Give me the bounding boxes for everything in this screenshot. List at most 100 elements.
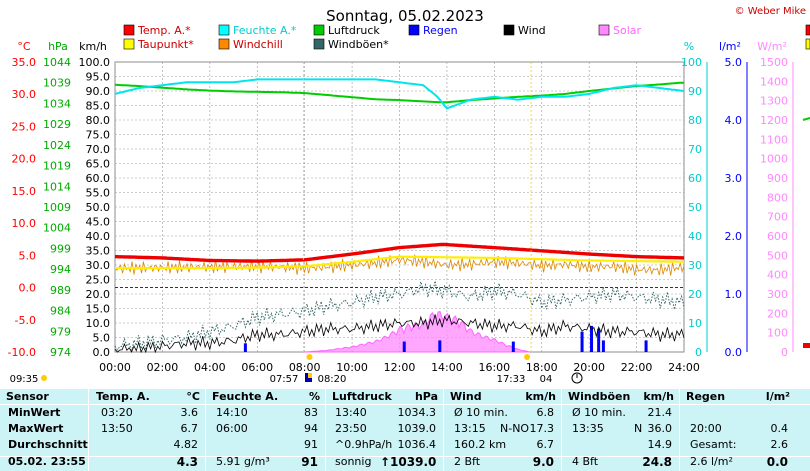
solar-axis-tick: 1000 [760, 153, 788, 166]
wind-axis-tick: 90.0 [86, 85, 111, 98]
solar-axis-tick: 300 [767, 288, 788, 301]
stats-cell: sonnig [335, 455, 372, 468]
stats-cell: 6.7 [536, 438, 555, 451]
stats-cell: 160.2 km [454, 438, 507, 451]
stats-cell: 2.6 l/m² [690, 455, 733, 468]
stats-cell: 23:50 [335, 422, 367, 435]
stats-cell: 0.4 [770, 422, 789, 435]
stats-cell: hPa [414, 390, 438, 403]
pressure-axis-tick: 1024 [43, 139, 71, 152]
stats-cell: Luftdruck [332, 390, 392, 403]
wind-axis-tick: 85.0 [86, 100, 111, 113]
stats-cell: 3.6 [180, 406, 199, 419]
legend-label: Feuchte A.* [233, 24, 297, 37]
humidity-axis-tick: 30 [688, 259, 702, 272]
stats-cell: MaxWert [8, 422, 64, 435]
temp-axis-tick: 0.0 [19, 282, 37, 295]
stats-cell: Ø 10 min. [572, 406, 626, 419]
legend-label: Luftdruck [328, 24, 380, 37]
legend-swatch [123, 38, 135, 50]
rain-axis-tick: 1.0 [725, 288, 743, 301]
sunrise-time: 07:57 [270, 374, 299, 385]
wind-axis-tick: 75.0 [86, 129, 111, 142]
stats-cell: Temp. A. [96, 390, 150, 403]
stats-cell: 1036.4 [397, 438, 437, 451]
wind-axis-tick: 100.0 [79, 56, 111, 69]
stats-cell: 05.02. 23:55 [8, 455, 86, 468]
stats-cell: 03:20 [101, 406, 133, 419]
solar-axis-tick: 1400 [760, 75, 788, 88]
wind-axis-tick: 30.0 [86, 259, 111, 272]
solar-axis-tick: 600 [767, 230, 788, 243]
pressure-axis-tick: 1014 [43, 180, 71, 193]
temperature-series [114, 242, 685, 263]
edge-pressure [802, 117, 810, 121]
wind-axis-tick: 20.0 [86, 288, 111, 301]
stats-cell: 4.82 [173, 438, 199, 451]
legend-label: Taupunkt* [137, 38, 194, 51]
x-axis-tick: 16:00 [478, 361, 510, 374]
stats-cell: ^0.9hPa/h [335, 438, 393, 451]
stats-cell: 1034.3 [397, 406, 437, 419]
solar-axis-tick: 1100 [760, 133, 788, 146]
legend-swatch [805, 38, 810, 50]
legend-label: Wind [518, 24, 546, 37]
humidity-axis-tick: 0 [695, 346, 702, 359]
rain-bar [580, 331, 584, 352]
solar-axis-tick: 100 [767, 327, 788, 340]
temp-axis-tick: 20.0 [12, 153, 37, 166]
wind-axis-tick: 50.0 [86, 201, 111, 214]
time-left-label: 09:35 [10, 374, 39, 385]
legend-swatch [218, 24, 230, 36]
solar-axis-tick: 1500 [760, 56, 788, 69]
temp-axis-tick: -5.0 [15, 314, 36, 327]
stats-cell: 94 [304, 422, 318, 435]
temp-axis-tick: -10.0 [8, 346, 36, 359]
rain-bar [590, 325, 594, 352]
stats-cell: l/m² [765, 390, 790, 403]
rain-bar [402, 341, 406, 352]
stats-cell: 36.0 [647, 422, 673, 435]
moon-icon-part [308, 373, 312, 378]
rain-bar [644, 340, 648, 352]
stats-cell: 21.4 [647, 406, 673, 419]
stats-cell: 14.9 [647, 438, 673, 451]
stats-cell: Ø 10 min. [454, 406, 508, 419]
gust-series [114, 280, 685, 352]
x-axis-tick: 10:00 [336, 361, 368, 374]
sunset-time: 17:33 [497, 374, 526, 385]
wind-axis-tick: 5.0 [93, 332, 111, 345]
copyright-text: © Weber Mike [735, 6, 806, 17]
solar-axis-tick: 800 [767, 191, 788, 204]
chart-title: Sonntag, 05.02.2023 [326, 7, 484, 25]
wind-axis-tick: 45.0 [86, 216, 111, 229]
stats-cell: Durchschnitt [8, 438, 88, 451]
stats-cell: Windböen [568, 390, 631, 403]
legend-swatch [313, 24, 325, 36]
wind-axis-tick: 35.0 [86, 245, 111, 258]
wind-axis-tick: 60.0 [86, 172, 111, 185]
stats-cell: Feuchte A. [212, 390, 279, 403]
stats-cell: 91 [304, 438, 318, 451]
stats-cell: km/h [525, 390, 556, 403]
stats-cell: 13:15 [454, 422, 486, 435]
x-axis-tick: 20:00 [573, 361, 605, 374]
humidity-axis-tick: 40 [688, 230, 702, 243]
sunrise-note: 08:20 [318, 374, 347, 385]
pressure-axis-tick: 1004 [43, 222, 71, 235]
x-axis-tick: 18:00 [526, 361, 558, 374]
stats-cell: Wind [450, 390, 482, 403]
dewpoint-series [115, 255, 685, 270]
solar-axis-tick: 200 [767, 307, 788, 320]
pressure-axis-label: hPa [48, 40, 68, 53]
pressure-axis-tick: 999 [50, 242, 71, 255]
x-axis-tick: 14:00 [431, 361, 463, 374]
temp-axis-tick: 15.0 [12, 185, 37, 198]
weather-chart: 35.030.025.020.015.010.05.00.0-5.0-10.01… [8, 6, 810, 385]
stats-cell: 24.8 [642, 455, 672, 469]
solar-axis-tick: 1200 [760, 114, 788, 127]
x-axis-tick: 06:00 [241, 361, 273, 374]
stats-cell: km/h [643, 390, 674, 403]
humidity-axis-tick: 100 [681, 56, 702, 69]
chart-series: 07:57 08:20 17:33 04 09:35 [10, 62, 810, 385]
